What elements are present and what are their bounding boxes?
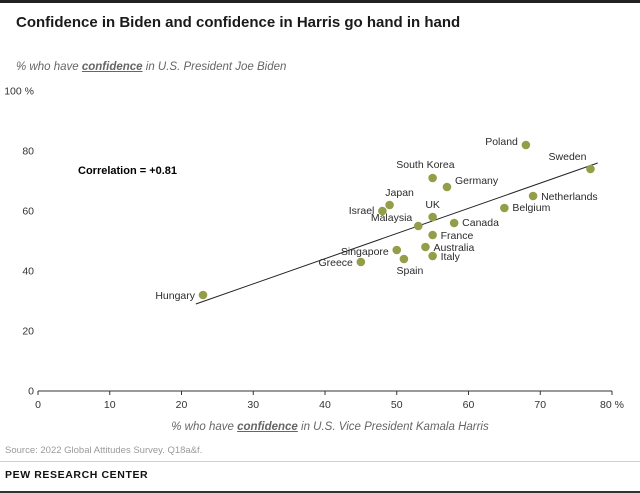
y-tick-label: 0 [28, 386, 34, 398]
trend-line [195, 162, 598, 305]
point-label-poland: Poland [485, 136, 518, 148]
scatter-chart: 0 10 20 30 40 50 60 70 80 % 0 20 40 60 80 100 % Correla… [4, 86, 624, 412]
x-tick-label: 70 [534, 399, 546, 411]
y-axis-title-pre: % who have [16, 61, 82, 73]
point-label-israel: Israel [349, 205, 375, 217]
y-tick-label: 60 [22, 206, 34, 218]
point-label-australia: Australia [433, 242, 474, 254]
scatter-point-australia [421, 242, 430, 252]
y-tick-label: 20 [22, 326, 34, 338]
scatter-point-israel [378, 206, 387, 216]
x-axis-title: % who have confidence in U.S. Vice Presi… [30, 421, 630, 433]
y-tick-label: 40 [22, 266, 34, 278]
source-note: Source: 2022 Global Attitudes Survey. Q1… [5, 445, 203, 456]
point-label-france: France [441, 230, 474, 242]
point-label-belgium: Belgium [512, 202, 550, 214]
x-axis-title-emph: confidence [237, 421, 298, 433]
x-tick-label: 0 [35, 399, 41, 411]
scatter-point-singapore [392, 245, 402, 255]
x-tick-label: 20 [176, 399, 188, 411]
scatter-point-italy [428, 251, 437, 261]
x-tick-label: 10 [104, 399, 116, 411]
brand-footer: PEW RESEARCH CENTER [5, 469, 149, 481]
scatter-point-netherlands [528, 191, 538, 201]
x-tick-label: 50 [391, 399, 403, 411]
point-label-germany: Germany [455, 175, 499, 187]
x-tick-label: 80 % [600, 399, 624, 411]
y-axis-title: % who have confidence in U.S. President … [16, 61, 628, 73]
y-axis-title-emph: confidence [81, 61, 143, 73]
x-axis-title-post: in U.S. Vice President Kamala Harris [297, 421, 489, 433]
scatter-point-germany [442, 182, 452, 192]
point-label-greece: Greece [318, 257, 353, 269]
point-label-japan: Japan [385, 187, 414, 199]
x-tick-label: 60 [463, 399, 475, 411]
point-label-hungary: Hungary [155, 290, 195, 302]
point-label-italy: Italy [441, 251, 461, 263]
y-tick-label: 80 [22, 146, 34, 158]
point-label-canada: Canada [462, 217, 499, 229]
correlation-label: Correlation = +0.81 [78, 165, 177, 177]
y-tick-label: 100 % [4, 86, 34, 98]
bottom-border [0, 491, 640, 493]
scatter-point-belgium [500, 203, 509, 213]
scatter-point-canada [449, 218, 459, 228]
point-label-sweden: Sweden [549, 151, 587, 163]
footer-divider [0, 461, 640, 462]
scatter-point-spain [399, 254, 409, 264]
point-label-singapore: Singapore [341, 246, 389, 258]
x-tick-label: 30 [247, 399, 259, 411]
point-label-netherlands: Netherlands [541, 191, 598, 203]
scatter-point-poland [521, 140, 531, 150]
point-label-south-korea: South Korea [396, 159, 455, 171]
scatter-point-japan [385, 200, 394, 210]
scatter-point-france [428, 230, 437, 240]
x-axis-title-pre: % who have [171, 421, 238, 433]
point-label-spain: Spain [396, 265, 423, 277]
point-label-uk: UK [425, 199, 440, 211]
scatter-point-uk [428, 212, 437, 222]
scatter-point-south-korea [428, 173, 437, 183]
chart-title: Confidence in Biden and confidence in Ha… [16, 14, 461, 31]
x-tick-label: 40 [319, 399, 331, 411]
scatter-point-malaysia [413, 221, 423, 231]
point-label-malaysia: Malaysia [371, 212, 413, 224]
y-axis-title-post: in U.S. President Joe Biden [142, 61, 287, 73]
scatter-point-sweden [586, 164, 595, 174]
scatter-point-hungary [198, 290, 208, 300]
scatter-point-greece [356, 257, 366, 267]
